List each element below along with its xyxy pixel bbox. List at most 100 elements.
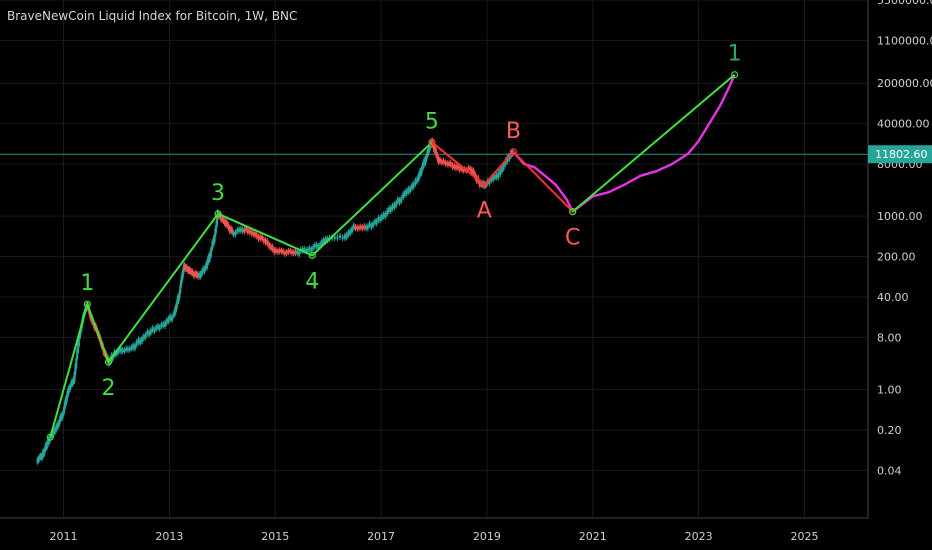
candle-body [257,235,260,240]
candle-body [350,227,353,233]
impulse-wave-point-0 [46,433,54,441]
candle-body [361,226,364,230]
current-price-tag-bg [868,145,932,164]
candle-body [336,236,339,240]
candle-body [308,246,311,251]
candle-body [47,438,50,445]
candle-body [490,176,493,181]
candle-body [245,227,248,231]
candle-body [363,225,366,229]
candle-body [182,264,185,272]
candle-body [349,229,352,235]
candle-body [229,226,232,232]
candle-body [458,166,461,171]
candle-body [246,229,249,234]
candle-body [260,235,263,240]
candle-body [38,456,41,461]
candle-body [117,348,120,353]
candle-body [53,428,56,434]
candle-body [343,234,346,240]
candle-body [223,219,226,225]
wave-lines [46,71,739,441]
candle-body [149,329,152,334]
wave-label-7: C [565,226,580,251]
candle-body [485,182,488,186]
impulse-wave-point-2 [104,358,113,366]
candle-body [453,164,456,169]
candle-body [177,295,180,303]
candle-body [75,358,78,369]
candle-body [132,344,135,350]
candle-body [320,240,323,245]
candle-body [241,228,244,233]
candle-body [71,380,74,385]
price-axis[interactable]: 5500000.001100000.00200000.0040000.00800… [877,0,932,477]
candle-body [298,251,301,256]
candle-body [398,199,401,204]
candle-body [77,342,80,353]
candle-body [269,244,272,250]
candle-body [231,228,234,234]
candle-body [393,203,396,209]
candle-body [469,167,472,171]
candle-body [118,347,121,352]
candle-body [234,231,237,236]
x-tick-label-2: 2015 [261,530,289,543]
candle-body [317,244,320,250]
candle-body [493,174,496,179]
candle-body [148,331,151,336]
candle-body [442,159,445,164]
candle-body [175,301,178,309]
candle-body [184,266,187,271]
x-tick-label-6: 2023 [685,530,713,543]
candle-body [356,226,359,230]
candle-body [380,214,383,220]
candle-body [275,249,278,253]
next-wave-point-0 [569,208,577,216]
candle-body [423,159,426,166]
candle-body [207,255,210,264]
candle-body [221,216,224,221]
candle-body [276,249,279,254]
candle-body [183,263,186,268]
candle-body [467,166,470,170]
candle-body [116,350,119,355]
candle-body [296,250,299,255]
y-tick-label-10: 0.20 [877,424,902,437]
candle-body [42,450,45,457]
candle-body [259,235,262,240]
candle-body [345,233,348,239]
candle-body [375,220,378,225]
candle-body [339,235,342,239]
candle-body [412,182,415,188]
candle-body [359,225,362,229]
candle-body [271,245,274,251]
candle-body [372,222,375,227]
candle-body [289,249,292,253]
candle-body [137,338,140,344]
y-tick-label-7: 40.00 [877,291,909,304]
candle-body [135,340,138,346]
candle-body [57,421,60,427]
candle-body [65,395,68,403]
candle-body [391,204,394,210]
candle-body [128,347,131,351]
candle-body [125,347,128,351]
candle-body [403,191,406,197]
x-tick-label-3: 2017 [367,530,395,543]
candle-body [222,217,225,222]
impulse-wave-point-4 [308,251,316,259]
candle-body [202,267,205,273]
time-axis[interactable]: 2011 2013 2015 2017 2019 2021 2023 2025 [50,530,819,543]
candle-body [416,177,419,183]
candle-body [395,201,398,207]
candle-body [208,253,211,261]
candle-body [225,221,228,227]
candle-body [410,184,413,190]
candle-body [199,273,202,278]
candle-body [377,216,380,222]
x-tick-label-4: 2019 [473,530,501,543]
candle-body [405,189,408,195]
candle-body [130,346,133,350]
